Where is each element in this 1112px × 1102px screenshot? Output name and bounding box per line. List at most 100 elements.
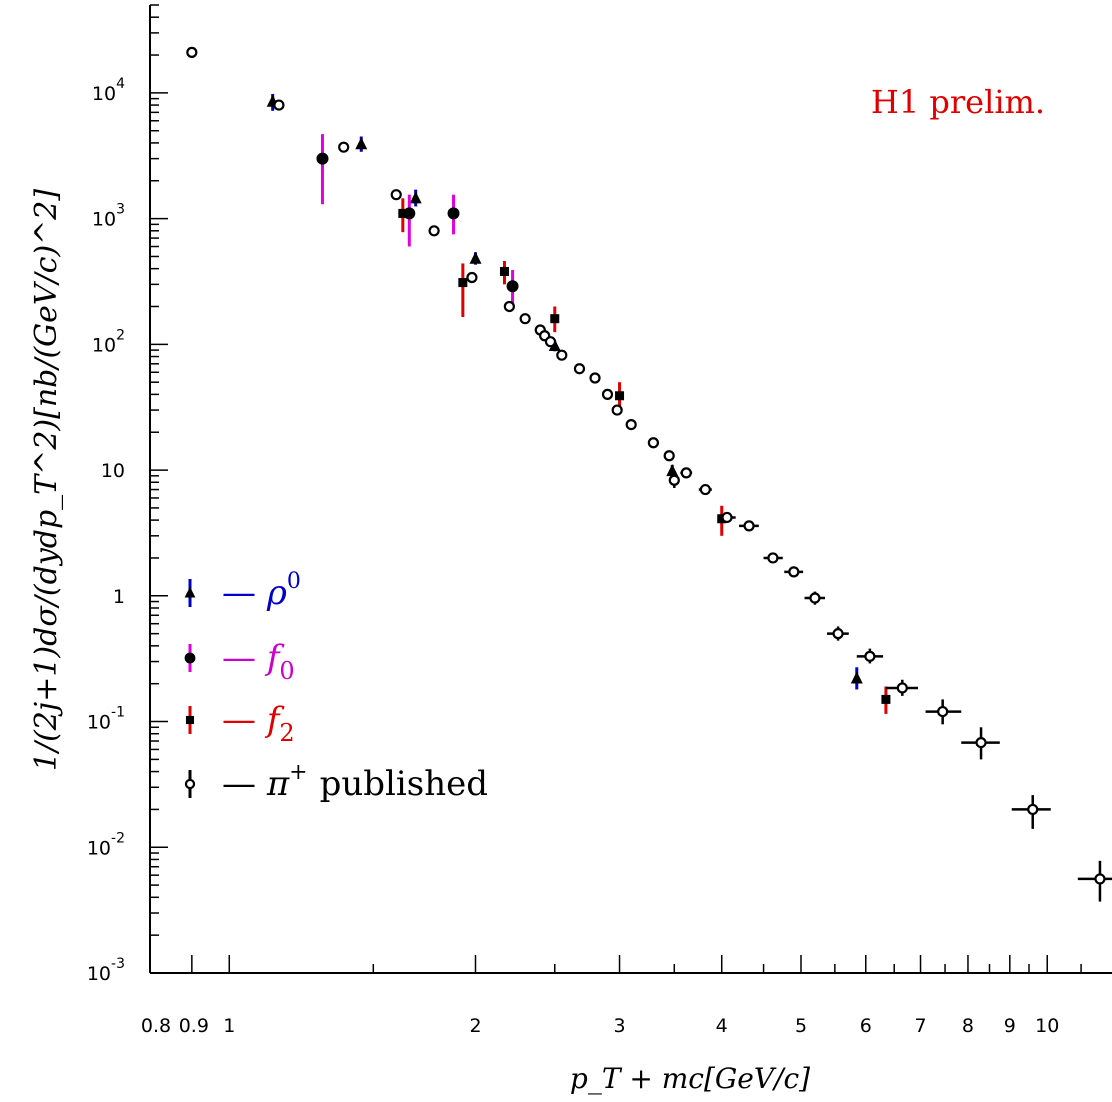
x-axis-label: p_T + mc[GeV/c] xyxy=(570,1062,810,1095)
axes xyxy=(149,5,1112,974)
legend-dash: — xyxy=(222,700,267,740)
data-point xyxy=(784,566,804,578)
open-circle-marker xyxy=(390,189,402,201)
y-tick-base: 1 xyxy=(113,586,125,608)
x-tick-label: 4 xyxy=(716,1015,728,1037)
data-point xyxy=(186,46,198,58)
open-circle-marker xyxy=(273,99,285,111)
y-tick-base: 10 xyxy=(92,334,116,356)
data-point xyxy=(338,141,350,153)
open-circle-marker xyxy=(699,483,711,496)
open-circle-marker xyxy=(611,404,623,416)
open-circle-marker xyxy=(184,778,196,790)
data-point xyxy=(763,552,783,564)
square-marker xyxy=(499,266,509,276)
y-tick-base: 10 xyxy=(87,963,111,985)
series-f0 xyxy=(316,134,519,310)
legend: — ρ0— f0— f2— π+ published xyxy=(184,569,488,804)
series--0 xyxy=(266,93,863,690)
y-tick-exponent: 2 xyxy=(116,327,125,343)
data-point xyxy=(881,686,891,714)
open-circle-marker xyxy=(767,552,779,564)
y-tick-base: 10 xyxy=(87,712,111,734)
legend-dash: — xyxy=(222,573,267,613)
data-point xyxy=(925,699,962,725)
open-circle-marker xyxy=(601,388,614,400)
square-marker xyxy=(398,208,408,218)
open-circle-marker xyxy=(1027,803,1039,816)
filled-circle-marker xyxy=(506,280,519,293)
data-point xyxy=(647,437,659,449)
data-point xyxy=(390,189,402,201)
triangle-marker xyxy=(469,251,482,264)
legend-dash: — xyxy=(222,638,267,678)
open-circle-marker xyxy=(186,46,198,58)
legend-label: — f2 xyxy=(222,700,295,747)
y-tick-base: 10 xyxy=(101,460,125,482)
legend-entry: — f2 xyxy=(185,700,295,747)
data-point xyxy=(680,467,693,479)
data-point xyxy=(961,727,1000,760)
open-circle-marker xyxy=(338,141,350,153)
triangle-marker xyxy=(184,586,196,598)
legend-subscript: 0 xyxy=(279,657,294,685)
y-tick-exponent: -2 xyxy=(111,830,125,846)
series-f2 xyxy=(398,198,891,714)
axis-ticks xyxy=(149,4,1082,974)
open-circle-marker xyxy=(975,736,987,749)
data-point xyxy=(856,648,884,664)
data-point xyxy=(316,134,329,205)
legend-label: — ρ0 xyxy=(222,569,301,613)
legend-subscript: 2 xyxy=(279,719,294,747)
open-circle-marker xyxy=(864,650,876,662)
square-marker xyxy=(881,694,891,704)
open-circle-marker xyxy=(937,705,949,718)
legend-symbol: ρ xyxy=(266,573,287,613)
legend-suffix: published xyxy=(320,764,488,804)
open-circle-marker xyxy=(647,437,659,449)
y-tick-base: 10 xyxy=(92,83,116,105)
filled-circle-marker xyxy=(447,207,460,220)
data-point xyxy=(544,336,557,348)
x-tick-label: 2 xyxy=(469,1015,481,1037)
open-circle-marker xyxy=(809,592,821,604)
square-marker xyxy=(185,715,195,725)
y-axis-label: 1/(2j+1)dσ/(dydp_T^2)[nb/(GeV/c)^2] xyxy=(29,189,64,771)
open-circle-marker xyxy=(668,474,680,486)
x-tick-label: 10 xyxy=(1035,1015,1059,1037)
legend-superscript: 0 xyxy=(287,569,301,594)
legend-superscript: + xyxy=(289,760,307,785)
data-point xyxy=(827,626,849,641)
legend-dash: — xyxy=(222,764,267,804)
y-tick-label: 10-2 xyxy=(87,830,125,859)
data-point xyxy=(718,511,736,524)
legend-label: — f0 xyxy=(222,638,295,685)
x-tick-label: 0.9 xyxy=(179,1015,209,1037)
data-point xyxy=(409,189,422,207)
x-tick-label: 5 xyxy=(795,1015,807,1037)
y-tick-label: 104 xyxy=(92,76,125,105)
y-tick-exponent: 4 xyxy=(116,76,125,92)
y-tick-base: 10 xyxy=(92,209,116,231)
data-point xyxy=(273,99,285,111)
data-point xyxy=(611,404,623,416)
legend-entry: — π+ published xyxy=(184,760,488,804)
open-circle-marker xyxy=(625,418,637,431)
x-tick-label: 6 xyxy=(860,1015,872,1037)
x-tick-label: 8 xyxy=(962,1015,974,1037)
data-point xyxy=(550,306,560,333)
open-circle-marker xyxy=(544,336,557,348)
y-tick-label: 10 xyxy=(101,460,125,482)
open-circle-marker xyxy=(788,566,800,578)
data-point xyxy=(355,136,368,152)
data-point xyxy=(850,667,863,690)
triangle-marker xyxy=(850,671,863,684)
y-tick-label: 103 xyxy=(92,202,125,231)
data-point xyxy=(466,271,478,284)
y-tick-label: 10-3 xyxy=(87,956,125,985)
series--published xyxy=(186,46,1112,902)
data-series xyxy=(186,46,1112,902)
open-circle-marker xyxy=(466,271,478,284)
data-point xyxy=(447,194,460,235)
